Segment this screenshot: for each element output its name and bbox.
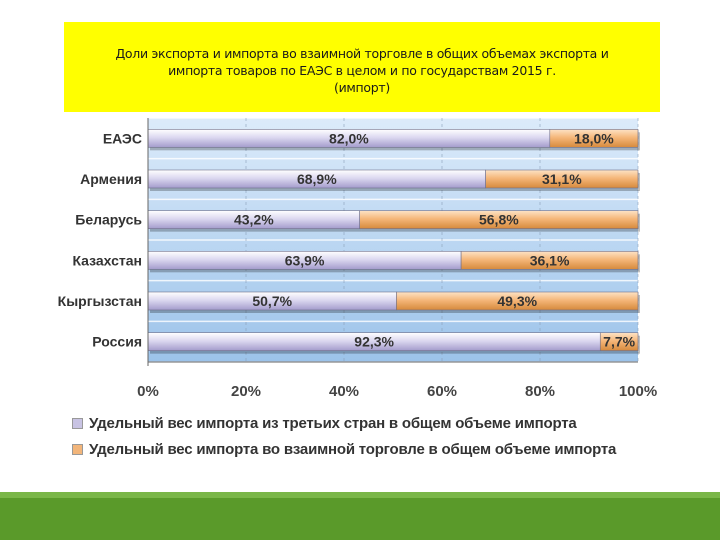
bar-mutual-trade xyxy=(599,332,639,351)
data-label-third-countries: 92,3% xyxy=(354,334,394,350)
bar-mutual-trade xyxy=(485,169,639,189)
y-category-label: Кыргызстан xyxy=(58,293,142,309)
chart-title-line-3: (импорт) xyxy=(334,79,390,95)
legend-item-third-countries: Удельный вес импорта из третьих стран в … xyxy=(72,410,616,436)
bar-mutual-trade xyxy=(359,210,639,229)
bar-mutual-trade xyxy=(549,129,639,148)
data-label-third-countries: 68,9% xyxy=(297,171,337,187)
legend-swatch-third-countries xyxy=(72,417,83,429)
y-category-label: ЕАЭС xyxy=(103,130,142,146)
data-label-mutual-trade: 31,1% xyxy=(542,171,582,187)
y-category-label: Россия xyxy=(92,334,142,350)
chart-legend: Удельный вес импорта из третьих стран в … xyxy=(72,410,616,462)
data-label-mutual-trade: 18,0% xyxy=(574,130,614,146)
bar-mutual-trade xyxy=(396,291,639,311)
data-label-mutual-trade: 36,1% xyxy=(530,252,570,268)
chart-title-line-1: Доли экспорта и импорта во взаимной торг… xyxy=(115,45,609,61)
x-tick-label: 100% xyxy=(619,383,657,400)
data-label-third-countries: 43,2% xyxy=(234,212,274,228)
data-label-third-countries: 82,0% xyxy=(329,130,369,146)
chart-title-box: Доли экспорта и импорта во взаимной торг… xyxy=(64,22,660,112)
x-tick-label: 40% xyxy=(329,383,359,400)
footer-bar xyxy=(0,498,720,540)
chart-title-line-2: импорта товаров по ЕАЭС в целом и по гос… xyxy=(168,62,556,78)
y-category-label: Армения xyxy=(80,171,142,187)
data-label-third-countries: 63,9% xyxy=(285,252,325,268)
footer-accent-line xyxy=(0,492,720,498)
data-label-mutual-trade: 49,3% xyxy=(497,293,537,309)
data-label-mutual-trade: 56,8% xyxy=(479,212,519,228)
data-label-third-countries: 50,7% xyxy=(252,293,292,309)
legend-label-third-countries: Удельный вес импорта из третьих стран в … xyxy=(89,414,577,432)
bar-mutual-trade xyxy=(460,251,639,270)
x-tick-label: 60% xyxy=(427,383,457,400)
y-category-label: Казахстан xyxy=(72,252,142,268)
x-tick-label: 0% xyxy=(137,383,159,400)
x-tick-label: 20% xyxy=(231,383,261,400)
data-label-mutual-trade: 7,7% xyxy=(603,334,635,350)
x-tick-label: 80% xyxy=(525,383,555,400)
legend-swatch-mutual-trade xyxy=(72,443,83,455)
legend-label-mutual-trade: Удельный вес импорта во взаимной торговл… xyxy=(89,440,617,458)
stacked-bar-chart: 82,0% 18,0% 68,9% 31,1% 43,2% 56,8% 63,9% 36,1%… xyxy=(58,117,657,400)
legend-item-mutual-trade: Удельный вес импорта во взаимной торговл… xyxy=(72,436,616,462)
y-category-label: Беларусь xyxy=(75,212,142,228)
